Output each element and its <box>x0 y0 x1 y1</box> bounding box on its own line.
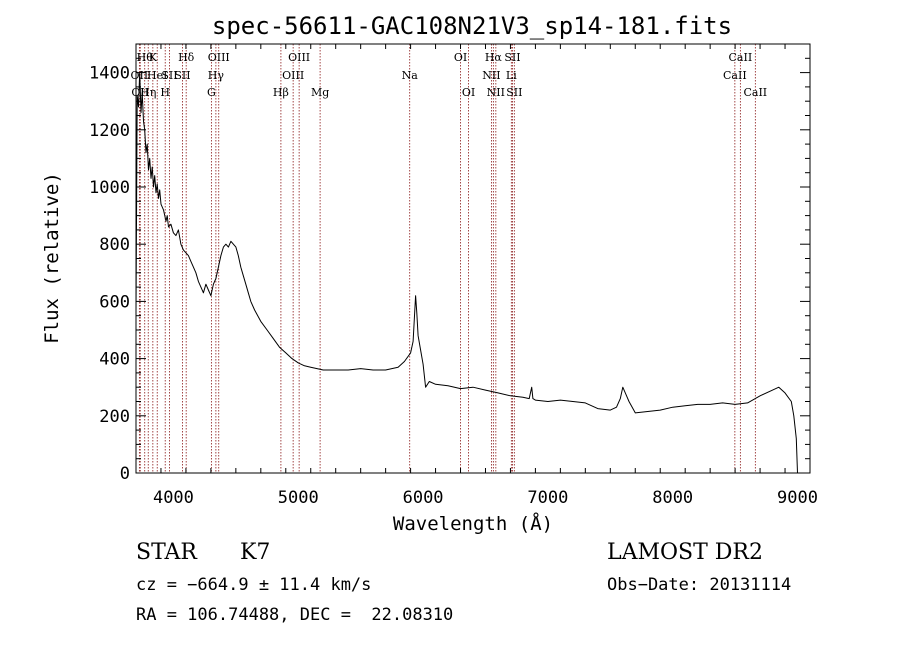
spectral-line-label: K <box>149 51 158 64</box>
chart-title: spec-56611-GAC108N21V3_sp14-181.fits <box>212 12 732 40</box>
spectral-line-label: NII <box>487 86 505 99</box>
x-tick-label: 9000 <box>777 488 818 508</box>
y-tick-label: 600 <box>99 292 130 312</box>
y-tick-label: 1200 <box>89 121 130 141</box>
y-tick-label: 1000 <box>89 178 130 198</box>
spectral-line-label: CaII <box>729 51 753 64</box>
x-tick-label: 5000 <box>278 488 319 508</box>
spectral-line-label: SII <box>504 51 520 64</box>
spectrum-line <box>135 72 798 474</box>
object-class: STAR <box>136 540 198 565</box>
spectral-line-labels: HθOIIOIIHηKHeIHSIIHδSIIGHγOIIIHβOIIIOIII… <box>131 51 768 99</box>
y-axis-ticks: 0 200 400 600 800 1000 1200 1400 <box>89 43 810 484</box>
spectrum-series <box>135 72 798 474</box>
spectral-line-label: Li <box>506 69 517 82</box>
spectral-line-label: SII <box>161 69 177 82</box>
spectral-line-label: Mg <box>311 86 329 99</box>
spectral-line-label: H <box>160 86 170 99</box>
redshift-velocity: cz = −664.9 ± 11.4 km/s <box>136 575 371 595</box>
y-tick-label: 800 <box>99 235 130 255</box>
x-axis-label: Wavelength (Å) <box>393 512 553 535</box>
spectral-line-label: G <box>207 86 216 99</box>
spectral-line-label: Hδ <box>178 51 195 64</box>
spectral-line-label: Hβ <box>273 86 289 99</box>
spectral-line-label: OIII <box>282 69 304 82</box>
x-tick-label: 8000 <box>652 488 693 508</box>
spectral-line-label: Hγ <box>208 69 225 82</box>
observation-date: Obs−Date: 20131114 <box>607 575 791 595</box>
spectral-line-markers <box>138 44 756 473</box>
object-subclass: K7 <box>240 540 270 565</box>
spectral-line-label: Hα <box>485 51 503 64</box>
x-tick-label: 7000 <box>527 488 568 508</box>
spectral-line-label: Hη <box>140 86 156 99</box>
sky-coordinates: RA = 106.74488, DEC = 22.08310 <box>136 605 453 625</box>
plot-frame <box>135 43 811 474</box>
spectral-line-label: CaII <box>723 69 747 82</box>
y-tick-label: 200 <box>99 407 130 427</box>
spectral-line-label: SII <box>506 86 522 99</box>
x-axis-ticks: 4000 5000 6000 7000 8000 9000 <box>135 44 818 508</box>
spectral-line-label: OIII <box>208 51 230 64</box>
survey-name: LAMOST DR2 <box>607 540 763 565</box>
x-tick-label: 6000 <box>403 488 444 508</box>
y-axis-label: Flux (relative) <box>41 172 63 344</box>
y-tick-label: 400 <box>99 350 130 370</box>
spectral-line-label: NII <box>482 69 500 82</box>
y-tick-label: 1400 <box>89 64 130 84</box>
spectral-line-label: OIII <box>288 51 310 64</box>
spectral-line-label: Hθ <box>137 51 154 64</box>
spectral-line-label: SII <box>174 69 190 82</box>
y-tick-label: 0 <box>120 464 130 484</box>
spectral-line-label: OI <box>462 86 475 99</box>
spectral-line-label: Na <box>402 69 419 82</box>
x-tick-label: 4000 <box>153 488 194 508</box>
spectral-line-label: OI <box>454 51 467 64</box>
spectral-line-label: HeI <box>147 69 167 82</box>
spectral-line-label: CaII <box>743 86 767 99</box>
